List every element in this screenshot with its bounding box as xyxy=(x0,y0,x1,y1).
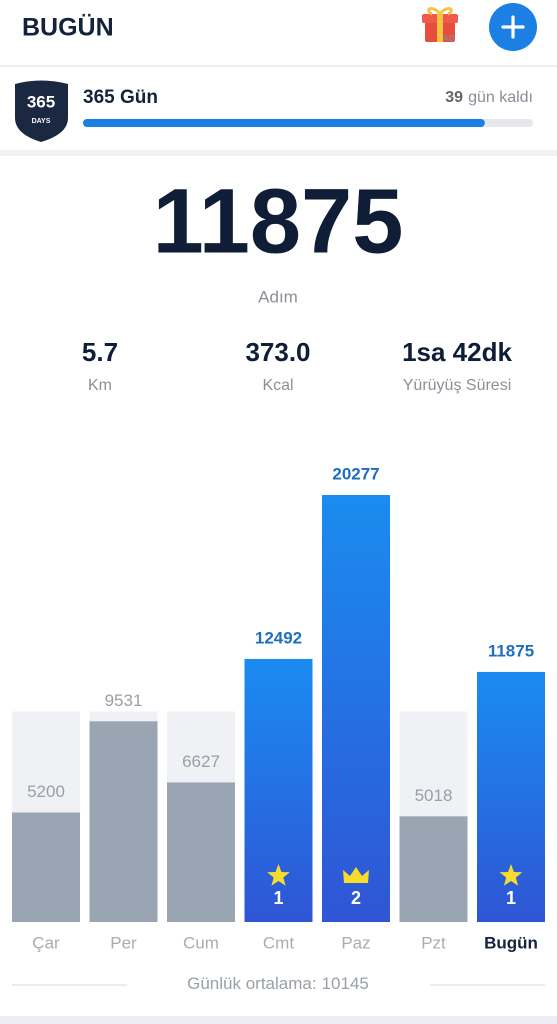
gift-ribbon xyxy=(437,14,443,42)
days-left: 39 gün kaldı xyxy=(445,89,533,106)
header-bar xyxy=(0,0,557,66)
average-value: 10145 xyxy=(322,974,369,993)
value-label: 9531 xyxy=(105,691,143,710)
stats: 5.7 Km 373.0 Kcal 1sa 42dk Yürüyüş Süresi xyxy=(82,337,513,394)
value-label: 5200 xyxy=(27,782,65,801)
steps-count: 11875 xyxy=(153,170,404,272)
plan-badge-number: 365 xyxy=(27,92,55,111)
value-label: 12492 xyxy=(255,628,302,647)
value-label: 5018 xyxy=(415,786,453,805)
average-label: Günlük ortalama: xyxy=(187,974,316,993)
plan-badge xyxy=(15,80,68,142)
star-icon xyxy=(267,864,290,886)
add-icon xyxy=(501,15,525,39)
plan-badge-text: DAYS xyxy=(32,118,51,125)
x-tick-label: Per xyxy=(110,933,137,952)
rank-label: 1 xyxy=(273,888,283,908)
average: Günlük ortalama: 10145 xyxy=(187,974,369,993)
bottom-bar xyxy=(0,1016,557,1024)
steps-label: Adım xyxy=(258,287,298,306)
x-tick-label: Cmt xyxy=(263,933,294,952)
stat-value: 1sa 42dk xyxy=(402,337,512,367)
bar xyxy=(399,816,468,922)
x-tick-label: Cum xyxy=(183,933,219,952)
bar xyxy=(167,782,235,922)
gift-button[interactable]: AD xyxy=(422,7,458,44)
stat-label: Kcal xyxy=(262,377,293,394)
stat-value: 5.7 xyxy=(82,337,118,367)
rank-label: 1 xyxy=(506,888,516,908)
add-button[interactable] xyxy=(489,3,537,51)
days-left-text: gün kaldı xyxy=(468,89,533,106)
value-label: 6627 xyxy=(182,752,220,771)
x-tick-label: Pzt xyxy=(421,933,446,952)
x-tick-label: Çar xyxy=(32,933,60,952)
stat-label: Yürüyüş Süresi xyxy=(403,377,512,394)
bar xyxy=(322,495,390,922)
gift-bow xyxy=(427,7,453,16)
bar xyxy=(12,812,80,922)
progress-fill xyxy=(83,119,485,127)
header-title: BUGÜN xyxy=(22,13,114,42)
plan-name: 365 Gün xyxy=(83,87,158,108)
stat-value: 373.0 xyxy=(245,337,310,367)
section-divider xyxy=(0,150,557,156)
bar xyxy=(244,658,313,922)
value-label: 11875 xyxy=(488,641,534,660)
x-tick-label: Bugün xyxy=(484,933,538,952)
rank-label: 2 xyxy=(351,888,361,908)
star-icon xyxy=(499,864,523,886)
x-tick-label: Paz xyxy=(341,933,370,952)
gift-badge: AD xyxy=(443,34,455,43)
value-label: 20277 xyxy=(332,464,379,483)
bar-chart: 5200 Çar 9531 Per 6627 Cum 12492 Cmt 1 20277 Paz 2 5… xyxy=(12,464,545,952)
stat-label: Km xyxy=(88,377,112,394)
bar xyxy=(477,671,545,922)
days-left-number: 39 xyxy=(445,89,463,106)
bar xyxy=(89,721,158,922)
crown-icon xyxy=(343,867,369,883)
